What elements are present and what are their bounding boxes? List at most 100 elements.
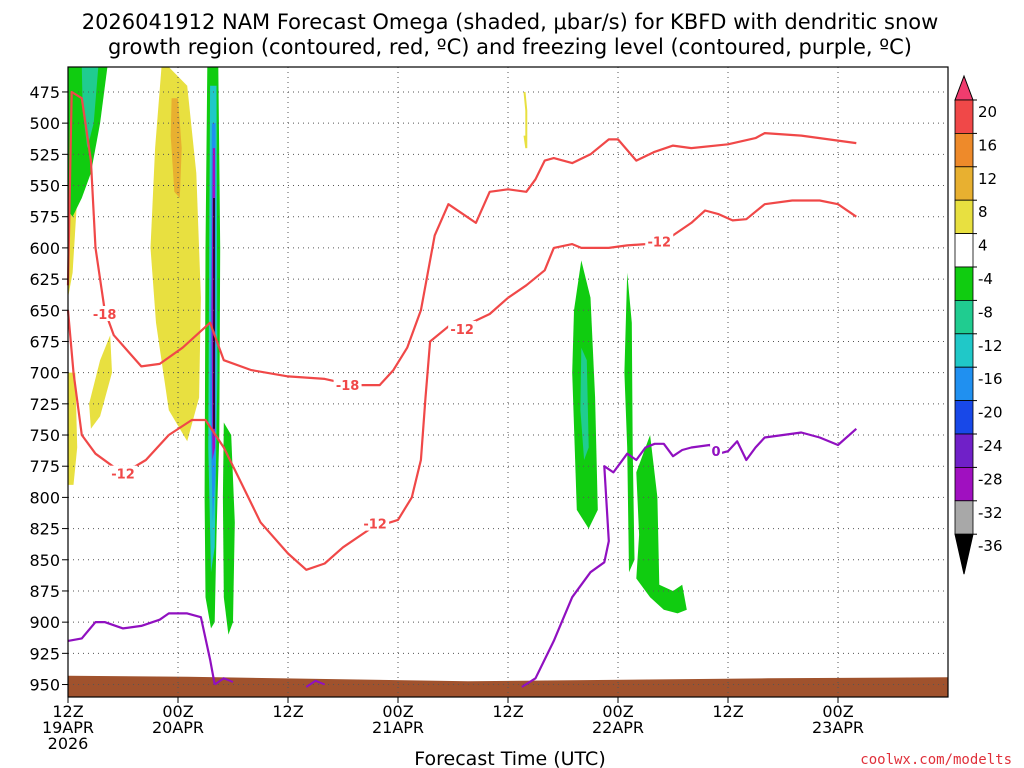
dgz-label-0b-bg bbox=[333, 377, 362, 393]
xtick-label-36-1: 21APR bbox=[372, 718, 424, 737]
dgz-contour--18 bbox=[66, 90, 857, 387]
colorbar-label-10: -24 bbox=[978, 437, 1003, 455]
colorbar-band-11 bbox=[954, 433, 974, 468]
colorbar: 20 16 12 8 4 -4 -8 -12 -16 -20 -24 -28 -32 -36 bbox=[954, 74, 1003, 575]
dgz-label-1c: -12 bbox=[450, 323, 474, 338]
freezing-contour-1 bbox=[521, 427, 858, 688]
xtick-label-60-1: 22APR bbox=[592, 718, 644, 737]
ytick-label-850: 850 bbox=[29, 551, 60, 570]
colorbar-label-8: -16 bbox=[978, 370, 1003, 388]
dgz-label-0a-bg bbox=[90, 306, 119, 322]
minor-contour-0 bbox=[523, 91, 528, 149]
ytick-label-950: 950 bbox=[29, 676, 60, 695]
ytick-label-650: 650 bbox=[29, 301, 60, 320]
colorbar-band-5 bbox=[954, 233, 974, 268]
xtick-label-24-0: 12Z bbox=[272, 702, 303, 721]
ytick-label-800: 800 bbox=[29, 488, 60, 507]
y-axis-ticks: 475 500 525 550 575 600 625 650 675 700 725 750 775 8… bbox=[29, 83, 68, 695]
xtick-label-84-1: 23APR bbox=[812, 718, 864, 737]
ytick-label-825: 825 bbox=[29, 520, 60, 539]
xtick-label-48-0: 12Z bbox=[492, 702, 523, 721]
colorbar-band-6 bbox=[954, 266, 974, 301]
omega-shading bbox=[68, 67, 687, 635]
dgz-label-1d-bg bbox=[645, 233, 674, 249]
grid-lines bbox=[67, 67, 948, 697]
xtick-label-12-0: 00Z bbox=[162, 702, 193, 721]
colorbar-band-2 bbox=[954, 132, 974, 168]
colorbar-band-7 bbox=[954, 299, 974, 335]
dgz-label-0a: -18 bbox=[93, 308, 117, 323]
dgz-label-1a: -12 bbox=[111, 468, 135, 483]
colorbar-band-10 bbox=[954, 400, 974, 435]
freezing-label-0: 0 bbox=[712, 445, 721, 460]
dgz-label-1d: -12 bbox=[648, 236, 672, 251]
chart-title-line1: 2026041912 NAM Forecast Omega (shaded, μ… bbox=[82, 10, 939, 34]
credit-text: coolwx.com/modelts bbox=[860, 752, 1012, 768]
xtick-label-72-0: 12Z bbox=[712, 702, 743, 721]
ytick-label-600: 600 bbox=[29, 239, 60, 258]
colorbar-label-12: -32 bbox=[978, 504, 1003, 522]
ytick-label-875: 875 bbox=[29, 582, 60, 601]
x-axis-label: Forecast Time (UTC) bbox=[414, 748, 605, 768]
colorbar-label-3: 8 bbox=[978, 203, 988, 221]
colorbar-label-5: -4 bbox=[978, 270, 993, 288]
colorbar-label-7: -12 bbox=[978, 337, 1003, 355]
ytick-label-900: 900 bbox=[29, 613, 60, 632]
xtick-label-0-0: 12Z bbox=[52, 702, 83, 721]
xtick-label-36-0: 00Z bbox=[382, 702, 413, 721]
dgz-label-1a-bg bbox=[109, 465, 137, 481]
colorbar-band-4 bbox=[954, 199, 974, 234]
dgz-label-1b: -12 bbox=[363, 518, 387, 533]
ground-band bbox=[68, 675, 948, 697]
colorbar-top-arrow bbox=[954, 74, 974, 101]
ytick-label-700: 700 bbox=[29, 364, 60, 383]
xtick-label-84-0: 00Z bbox=[822, 702, 853, 721]
ytick-label-775: 775 bbox=[29, 457, 60, 476]
minor-contour-2 bbox=[305, 679, 326, 688]
colorbar-band-8 bbox=[954, 333, 974, 368]
chart-title-line2: growth region (contoured, red, ºC) and f… bbox=[108, 35, 912, 59]
colorbar-label-9: -20 bbox=[978, 404, 1003, 422]
xtick-label-60-0: 00Z bbox=[602, 702, 633, 721]
colorbar-bottom-arrow bbox=[954, 533, 974, 575]
ytick-label-625: 625 bbox=[29, 270, 60, 289]
xtick-label-0-2: 2026 bbox=[48, 734, 89, 753]
colorbar-label-0: 20 bbox=[978, 103, 997, 121]
ytick-label-925: 925 bbox=[29, 644, 60, 663]
colorbar-band-3 bbox=[954, 166, 974, 201]
colorbar-label-6: -8 bbox=[978, 303, 993, 321]
omega-region-16 bbox=[636, 435, 687, 614]
omega-region-14 bbox=[580, 347, 589, 460]
freezing-label-0-bg bbox=[710, 443, 723, 459]
xtick-label-0-1: 19APR bbox=[42, 718, 94, 737]
ground-fill bbox=[68, 675, 948, 697]
colorbar-label-11: -28 bbox=[978, 470, 1003, 488]
ytick-label-675: 675 bbox=[29, 332, 60, 351]
omega-region-3 bbox=[150, 67, 201, 442]
colorbar-label-13: -36 bbox=[978, 537, 1003, 555]
dgz-label-1b-bg bbox=[361, 515, 390, 531]
dgz-label-0b: -18 bbox=[336, 379, 360, 394]
omega-region-2 bbox=[89, 335, 112, 429]
ytick-label-550: 550 bbox=[29, 177, 60, 196]
freezing-contour-0 bbox=[67, 612, 216, 685]
ytick-label-750: 750 bbox=[29, 426, 60, 445]
omega-region-1 bbox=[68, 372, 78, 485]
omega-region-11 bbox=[213, 198, 215, 429]
xtick-label-12-1: 20APR bbox=[152, 718, 204, 737]
ytick-label-475: 475 bbox=[29, 83, 60, 102]
colorbar-band-9 bbox=[954, 366, 974, 402]
colorbar-label-1: 16 bbox=[978, 136, 997, 154]
colorbar-label-2: 12 bbox=[978, 170, 997, 188]
omega-region-15 bbox=[624, 272, 635, 573]
dgz-label-1c-bg bbox=[448, 320, 477, 336]
colorbar-band-12 bbox=[954, 466, 974, 502]
minor-contour-1 bbox=[214, 677, 234, 686]
colorbar-label-4: 4 bbox=[978, 237, 988, 255]
ytick-label-525: 525 bbox=[29, 145, 60, 164]
ytick-label-500: 500 bbox=[29, 114, 60, 133]
contour-labels: -18 -18 -12 -12 -12 -12 0 bbox=[90, 233, 723, 533]
ytick-label-575: 575 bbox=[29, 208, 60, 227]
